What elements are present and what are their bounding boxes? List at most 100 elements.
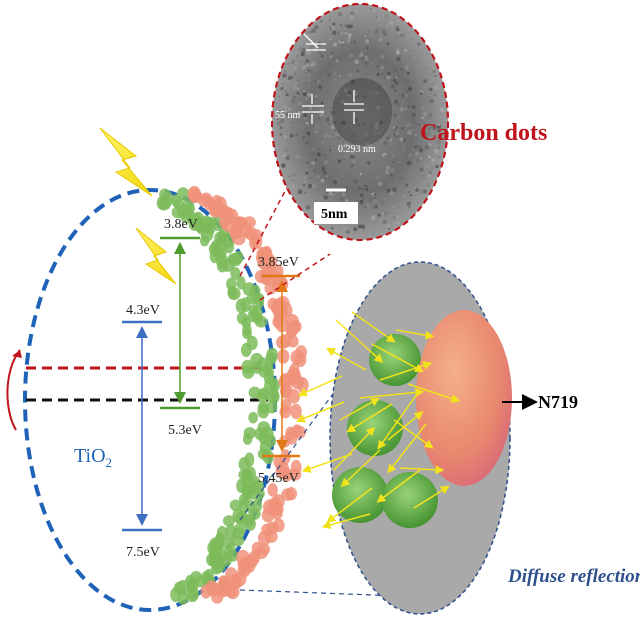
carbon-dot (265, 352, 277, 365)
light-ray (326, 487, 373, 523)
dye-molecule (285, 370, 300, 386)
carbon-dot (170, 587, 181, 602)
dye-molecule (277, 349, 290, 364)
tem-lattice-texture (275, 8, 445, 236)
carbon-dot (201, 571, 212, 584)
light-ray (407, 383, 461, 403)
carbon-dot (214, 555, 224, 569)
carbon-dot (264, 433, 277, 448)
dye-molecule (267, 483, 278, 497)
light-ray (346, 403, 393, 433)
light-ray (359, 387, 425, 399)
tio2-cb-label: 4.3eV (126, 303, 160, 318)
tio2-label: TiO2 (74, 445, 112, 470)
carbon-dot (216, 260, 229, 273)
carbon-dot (221, 234, 234, 248)
dye-homo-label: 5.45eV (258, 471, 299, 486)
lattice-marker-left (302, 94, 324, 124)
carbon-dot (264, 378, 277, 394)
carbon-dot (227, 285, 238, 300)
carbon-dot (242, 365, 255, 379)
dye-molecule (286, 334, 299, 348)
lattice-marker-right (344, 90, 364, 124)
carbon-dot (242, 468, 253, 481)
light-ray (301, 453, 353, 473)
dye-molecule (264, 530, 278, 543)
carbon-dot (177, 187, 190, 201)
dye-molecule (229, 226, 243, 239)
dye-molecule (208, 582, 222, 596)
dye-molecule (263, 256, 274, 270)
carbon-dot (256, 389, 269, 403)
cd-sphere (332, 467, 388, 523)
dye-molecule (211, 194, 223, 210)
lattice-marker-top (303, 33, 326, 51)
carbon-dot (241, 316, 252, 329)
carbon-dot (251, 480, 264, 494)
light-ray (340, 449, 381, 488)
light-ray (321, 513, 371, 530)
dye-molecule (226, 208, 239, 225)
dye-particle (416, 310, 512, 486)
dye-molecule (218, 575, 233, 589)
tem-zoom-line-2 (259, 253, 331, 301)
light-ray (371, 343, 424, 373)
light-ray (387, 411, 424, 441)
carbon-dot (226, 541, 236, 554)
dye-molecule (272, 518, 285, 533)
carbon-dot (242, 282, 256, 297)
dye-molecule (260, 270, 272, 285)
scale-label: 5nm (321, 207, 348, 222)
carbon-dot (171, 194, 181, 208)
lattice-spacing-left: 55 nm (275, 110, 301, 121)
tem-inset: 55 nm 0.293 nm 5nm (271, 3, 449, 241)
carbon-dot (187, 586, 200, 601)
carbon-dots-title: Carbon dots (420, 120, 547, 146)
light-ray (295, 401, 345, 423)
carbon-dot (240, 297, 251, 313)
dye-lumo-label: 3.85eV (258, 255, 299, 270)
dye-molecule (187, 185, 201, 202)
carbon-dot-shell (156, 187, 280, 605)
dye-molecule (290, 403, 302, 420)
carbon-dot (209, 537, 220, 552)
carbon-dot (242, 327, 252, 340)
tio2-vb-label: 7.5eV (126, 545, 160, 560)
dye-molecule (249, 229, 263, 244)
light-ray (377, 389, 421, 450)
dye-molecule (269, 496, 282, 513)
light-ray (376, 469, 421, 503)
carbon-dot (199, 215, 213, 229)
light-ray (387, 423, 427, 474)
carbon-dot (161, 191, 174, 207)
carbon-dot (230, 266, 241, 280)
diffuse-reflection-title: Diffuse reflection (507, 566, 640, 587)
light-ray (335, 319, 384, 364)
scattered-light-rays (295, 311, 461, 530)
carbon-dot (251, 306, 263, 321)
carbon-dot (248, 411, 259, 424)
scale-label-box (314, 202, 358, 224)
lattice-spacing-right: 0.293 nm (338, 144, 376, 155)
dye-molecule (242, 216, 256, 229)
rotation-arrow-icon (6, 349, 21, 431)
n719-label: N719 (538, 392, 578, 412)
dye-molecule (292, 425, 307, 439)
cd-homo-label: 5.3eV (168, 423, 202, 438)
dye-molecule (294, 353, 307, 367)
light-ray (326, 347, 367, 371)
light-ray (297, 375, 343, 397)
diffuse-reflection-inset (295, 261, 512, 615)
dye-molecule (257, 543, 271, 556)
cd-sphere (382, 472, 438, 528)
light-ray (413, 485, 450, 509)
carbon-dot (222, 515, 236, 527)
carbon-dot (185, 202, 195, 215)
light-ray (379, 361, 433, 381)
cd-sphere (369, 334, 421, 386)
carbon-dot (257, 357, 268, 372)
dye-molecule (248, 550, 260, 566)
cd-lumo-label: 3.8eV (164, 217, 198, 232)
dye-molecule (285, 313, 299, 329)
